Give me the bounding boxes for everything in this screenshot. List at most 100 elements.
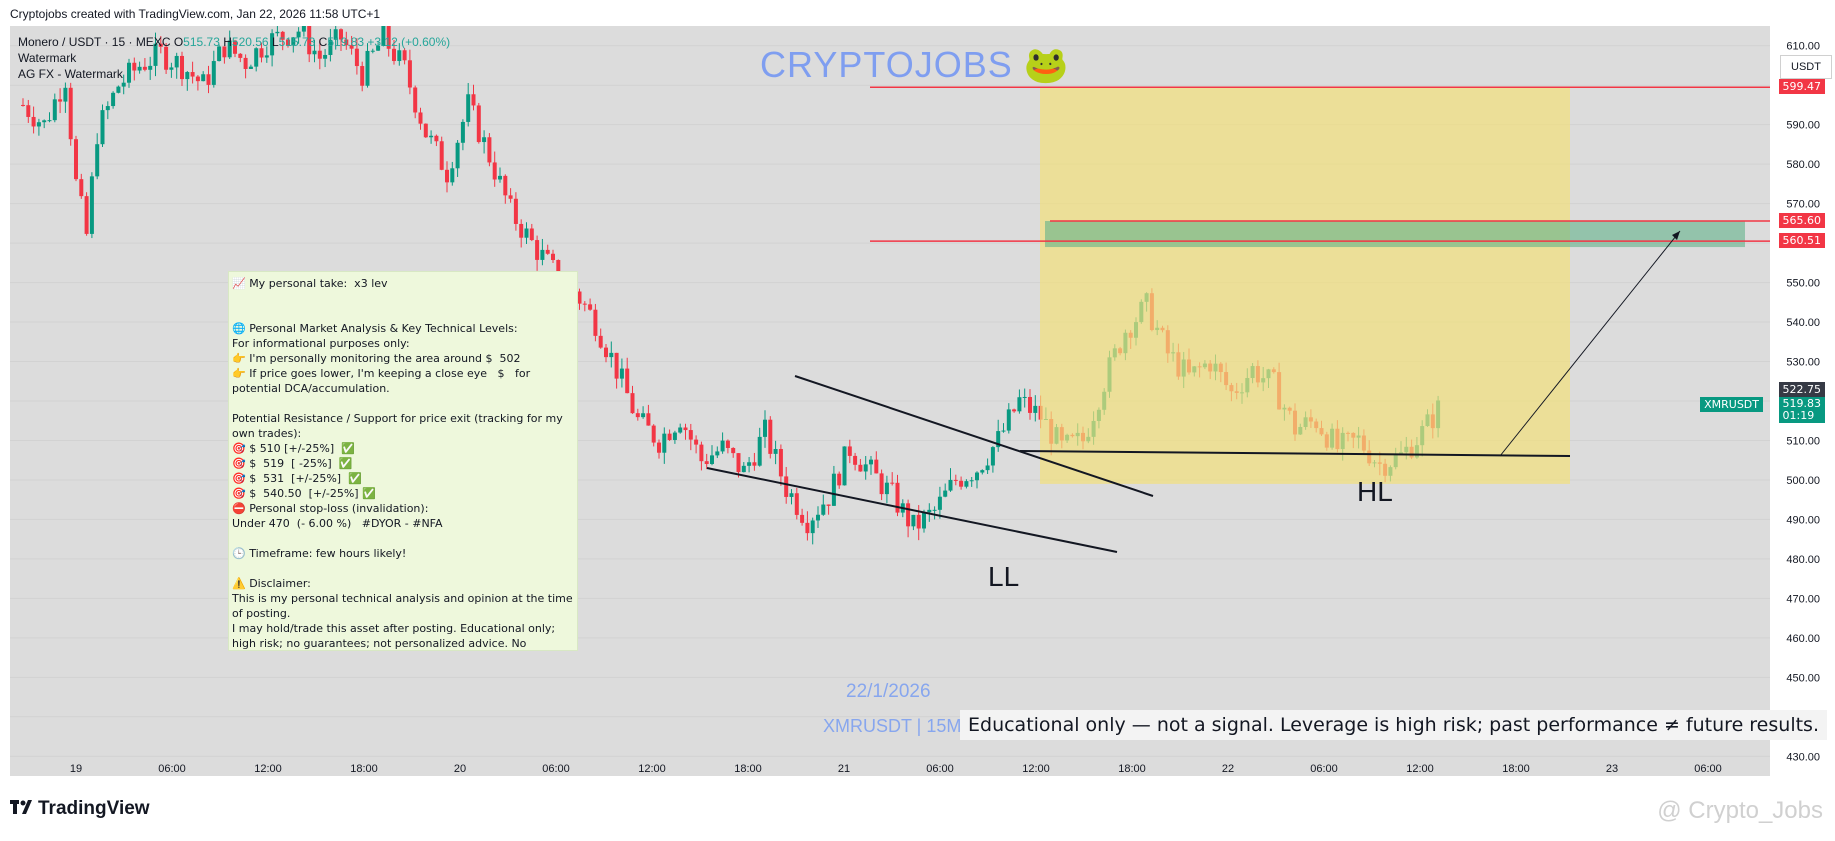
note-line: 🎯 $ 519 [ -25%] ✅ (232, 457, 353, 470)
candle-body (339, 29, 343, 40)
candle-body (551, 253, 555, 261)
price-tag: 522.75 (1778, 382, 1825, 398)
time-tick-label: 23 (1606, 763, 1618, 775)
high-value: 520.56 (231, 35, 269, 49)
candle-body (132, 62, 137, 71)
candle-body (74, 139, 78, 180)
time-tick-label: 21 (838, 763, 850, 775)
candle-body (831, 473, 836, 506)
candle-body (625, 368, 630, 394)
indicator-ag-fx[interactable]: AG FX - Watermark (18, 67, 123, 81)
candle-body (164, 46, 169, 70)
candle-body (498, 175, 502, 180)
candle-body (964, 481, 969, 487)
candle-body (895, 482, 900, 513)
candle-body (116, 86, 121, 93)
candle-body (413, 87, 418, 113)
indicator-watermark[interactable]: Watermark (18, 51, 77, 65)
candle-body (153, 43, 158, 66)
tradingview-logo[interactable]: TradingView (10, 798, 150, 820)
candle-body (211, 61, 216, 85)
candle-body (874, 459, 879, 474)
currency-unit-button[interactable]: USDT (1780, 55, 1832, 79)
price-tag: 560.51 (1778, 233, 1825, 249)
candle-body (821, 504, 826, 515)
candle-body (476, 105, 481, 143)
current-price-tag: 519.83 01:19 (1778, 397, 1825, 424)
candle-body (296, 31, 301, 38)
analysis-note[interactable]: 📈 My personal take: x3 lev 🌐 Personal Ma… (228, 271, 578, 651)
price-tick-label: 570.00 (1786, 199, 1820, 211)
candle-body (752, 462, 757, 466)
candle-body (1006, 409, 1011, 431)
candle-body (323, 54, 328, 59)
candle-body (508, 195, 513, 199)
resistance-box (1045, 221, 1745, 248)
chart-area[interactable]: 610.00600.00590.00580.00570.00560.00550.… (10, 26, 1835, 786)
candle-body (275, 31, 280, 34)
candle-body (757, 436, 762, 466)
candle-body (58, 99, 63, 102)
candle-body (185, 72, 190, 80)
candle-body (89, 176, 94, 234)
candle-body (1012, 409, 1017, 412)
candle-body (826, 504, 831, 506)
price-chart[interactable]: 610.00600.00590.00580.00570.00560.00550.… (10, 26, 1835, 786)
candle-body (688, 430, 693, 440)
candle-body (381, 26, 386, 46)
candle-body (291, 37, 296, 46)
candle-body (768, 419, 773, 454)
candle-body (614, 352, 619, 379)
price-tick-label: 530.00 (1786, 357, 1820, 369)
candle-body (847, 446, 852, 456)
candle-body (598, 335, 603, 348)
price-tick-label: 540.00 (1786, 317, 1820, 329)
candle-body (996, 431, 1001, 448)
candle-body (710, 455, 714, 465)
candle-body (524, 228, 529, 238)
candle-body (503, 175, 508, 196)
candle-body (402, 50, 407, 61)
candle-body (747, 462, 752, 466)
note-line: Potential Resistance / Support for price… (232, 412, 567, 440)
price-tick-label: 510.00 (1786, 435, 1820, 447)
note-line: 👉 I'm personally monitoring the area aro… (232, 352, 521, 365)
candle-body (699, 444, 704, 462)
candle-body (259, 48, 264, 58)
ll-label: LL (988, 561, 1020, 592)
candle-body (641, 413, 646, 418)
price-tick-label: 490.00 (1786, 514, 1820, 526)
candle-body (879, 473, 884, 495)
candle-body (21, 104, 25, 106)
symbol-watermark: XMRUSDT | 15M (823, 716, 962, 736)
price-tag: 565.60 (1778, 213, 1825, 228)
candle-body (906, 503, 911, 527)
note-line: This is my personal technical analysis a… (232, 592, 577, 620)
candle-body (922, 512, 926, 529)
candle-body (222, 46, 227, 58)
candle-body (227, 40, 232, 58)
candle-body (778, 448, 783, 477)
candle-body (736, 453, 741, 473)
note-line: 🎯 $ 540.50 [+/-25%] ✅ (232, 487, 376, 500)
candle-body (79, 179, 84, 197)
candle-body (943, 490, 948, 497)
candle-body (837, 473, 842, 486)
candle-body (763, 419, 767, 437)
target-zone (1040, 87, 1570, 484)
upper-trendline (794, 375, 1154, 497)
candle-body (370, 50, 375, 52)
price-tick-label: 430.00 (1786, 751, 1820, 763)
note-line: 🕒 Timeframe: few hours likely! (232, 547, 407, 560)
candle-body (137, 66, 142, 71)
candle-body (937, 496, 942, 510)
candle-body (450, 168, 455, 183)
candle-body (307, 26, 312, 55)
candle-body (280, 31, 285, 40)
candle-body (429, 135, 434, 138)
arrow-head (1672, 231, 1680, 240)
candle-body (927, 509, 932, 513)
time-tick-label: 06:00 (1694, 763, 1722, 775)
candle-body (68, 87, 73, 140)
close-value: 519.83 (327, 35, 365, 49)
